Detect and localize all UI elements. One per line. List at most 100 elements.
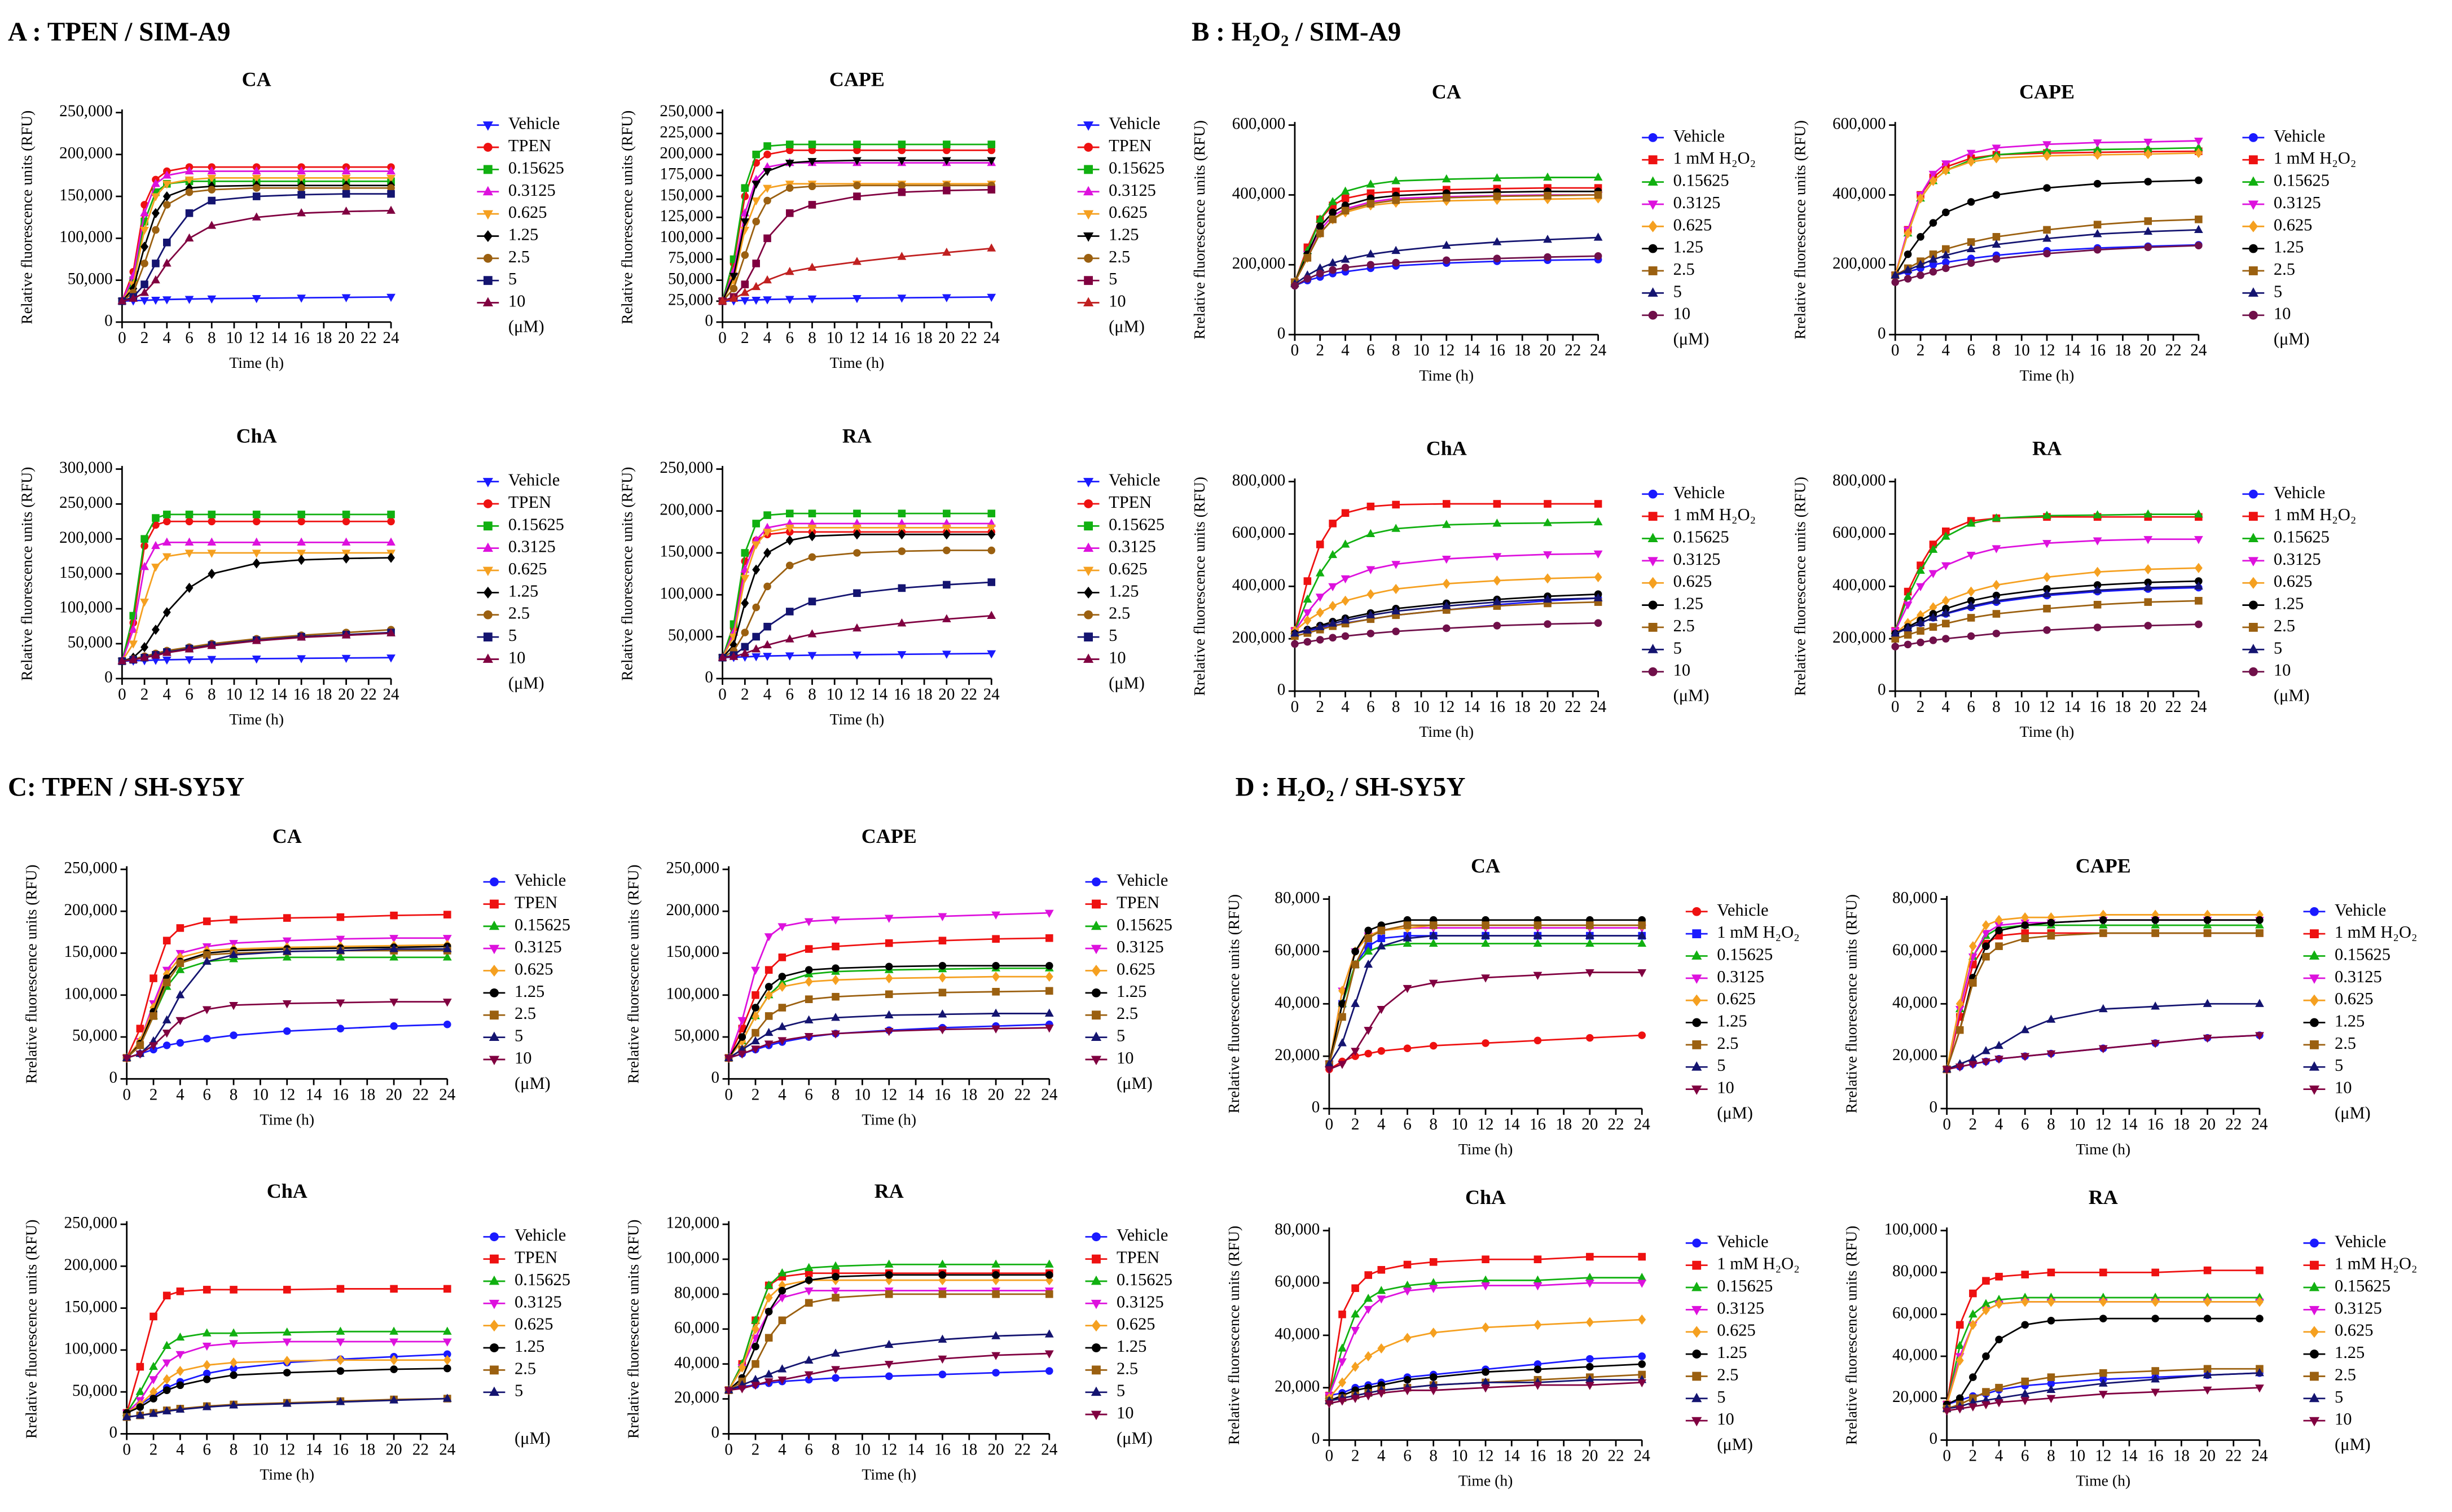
x-tick-label: 2 xyxy=(741,685,749,704)
legend-label: 0.3125 xyxy=(1717,1298,1764,1317)
data-point xyxy=(252,655,261,664)
legend-label: 5 xyxy=(1117,1026,1125,1045)
legend-marker xyxy=(489,1320,499,1332)
data-point xyxy=(752,181,761,189)
legend-marker xyxy=(1084,165,1093,174)
data-point xyxy=(1992,254,2001,263)
data-point xyxy=(763,640,772,648)
data-point xyxy=(992,1290,1000,1298)
y-tick-label: 150,000 xyxy=(64,943,117,961)
data-point xyxy=(208,517,216,526)
x-tick-label: 22 xyxy=(1014,1441,1031,1459)
data-point xyxy=(207,550,217,558)
data-point xyxy=(1481,938,1490,947)
data-point xyxy=(1891,628,1900,637)
data-point xyxy=(1585,1317,1594,1328)
data-point xyxy=(885,973,893,984)
data-point xyxy=(184,537,194,546)
data-point xyxy=(2255,1384,2264,1393)
data-point xyxy=(1955,1340,1965,1349)
y-tick-label: 150,000 xyxy=(64,1298,117,1316)
data-point xyxy=(1956,1355,1964,1366)
data-point xyxy=(807,295,817,304)
data-point xyxy=(778,1286,786,1295)
data-point xyxy=(207,295,217,304)
x-tick-label: 14 xyxy=(306,1441,323,1459)
data-point xyxy=(938,1259,947,1268)
x-tick-label: 14 xyxy=(1504,1447,1521,1465)
legend-label: 10 xyxy=(1117,1403,1133,1422)
legend-unit: (μM) xyxy=(1673,329,1710,349)
data-point xyxy=(162,1340,172,1350)
x-tick-label: 0 xyxy=(1943,1447,1951,1465)
legend-label: Vehicle xyxy=(1717,900,1768,920)
data-point xyxy=(832,1273,840,1281)
data-point xyxy=(1364,946,1373,955)
legend-marker xyxy=(2309,1326,2319,1338)
chart-title: CAPE xyxy=(862,825,917,847)
data-point xyxy=(729,272,739,281)
data-point xyxy=(2255,1368,2264,1377)
data-point xyxy=(752,1342,759,1351)
x-tick-label: 18 xyxy=(2173,1447,2190,1465)
data-point xyxy=(778,981,786,992)
legend-label: 0.3125 xyxy=(1117,1292,1164,1311)
data-point xyxy=(1891,278,1899,287)
data-point xyxy=(336,946,345,954)
data-point xyxy=(282,946,292,955)
data-point xyxy=(1941,165,1950,176)
legend-marker xyxy=(1692,907,1702,916)
data-point xyxy=(2043,184,2051,192)
legend-label: 0.625 xyxy=(515,960,553,979)
legend-marker xyxy=(482,186,493,196)
legend-label: Vehicle xyxy=(2335,1232,2386,1251)
x-tick-label: 14 xyxy=(871,329,888,347)
x-tick-label: 18 xyxy=(2115,698,2131,716)
data-point xyxy=(1328,550,1338,559)
data-point xyxy=(162,1041,171,1049)
legend-marker xyxy=(2248,244,2258,253)
data-point xyxy=(1366,589,1375,600)
data-point xyxy=(252,558,261,569)
data-point xyxy=(1968,1320,1977,1330)
legend-marker xyxy=(1092,1254,1101,1264)
data-point xyxy=(938,961,947,970)
data-point xyxy=(724,1387,733,1395)
data-point xyxy=(1351,999,1360,1007)
data-point xyxy=(1315,622,1325,630)
data-point xyxy=(140,652,149,661)
data-point xyxy=(763,582,771,591)
data-point xyxy=(1637,1280,1647,1288)
data-point xyxy=(1377,1005,1386,1014)
x-axis-title: Time (h) xyxy=(1419,366,1474,384)
data-point xyxy=(938,1334,947,1343)
data-point xyxy=(730,284,738,293)
data-point xyxy=(1968,1309,1978,1318)
data-point xyxy=(336,1326,345,1335)
data-point xyxy=(341,654,351,663)
data-point xyxy=(992,1369,1000,1377)
data-point xyxy=(741,598,749,609)
legend-marker xyxy=(1091,1320,1101,1332)
data-point xyxy=(942,529,951,540)
data-point xyxy=(853,651,862,660)
x-tick-label: 4 xyxy=(176,1441,184,1459)
data-point xyxy=(1442,240,1451,249)
legend-marker xyxy=(1084,632,1093,641)
data-point xyxy=(1290,628,1299,637)
data-point xyxy=(1316,269,1324,278)
data-point xyxy=(229,1400,238,1409)
data-point xyxy=(389,1395,399,1404)
y-tick-label: 250,000 xyxy=(660,102,713,120)
legend-marker xyxy=(1648,266,1658,275)
data-point xyxy=(738,1362,746,1373)
legend-marker xyxy=(2309,1061,2320,1071)
x-tick-label: 8 xyxy=(808,685,816,704)
data-point xyxy=(336,999,345,1008)
data-point xyxy=(176,959,184,968)
legend-label: 0.625 xyxy=(1673,572,1712,591)
legend-label: 5 xyxy=(508,269,517,288)
data-point xyxy=(1995,1383,2003,1392)
data-point xyxy=(1533,1036,1542,1045)
x-tick-label: 4 xyxy=(1942,341,1950,359)
